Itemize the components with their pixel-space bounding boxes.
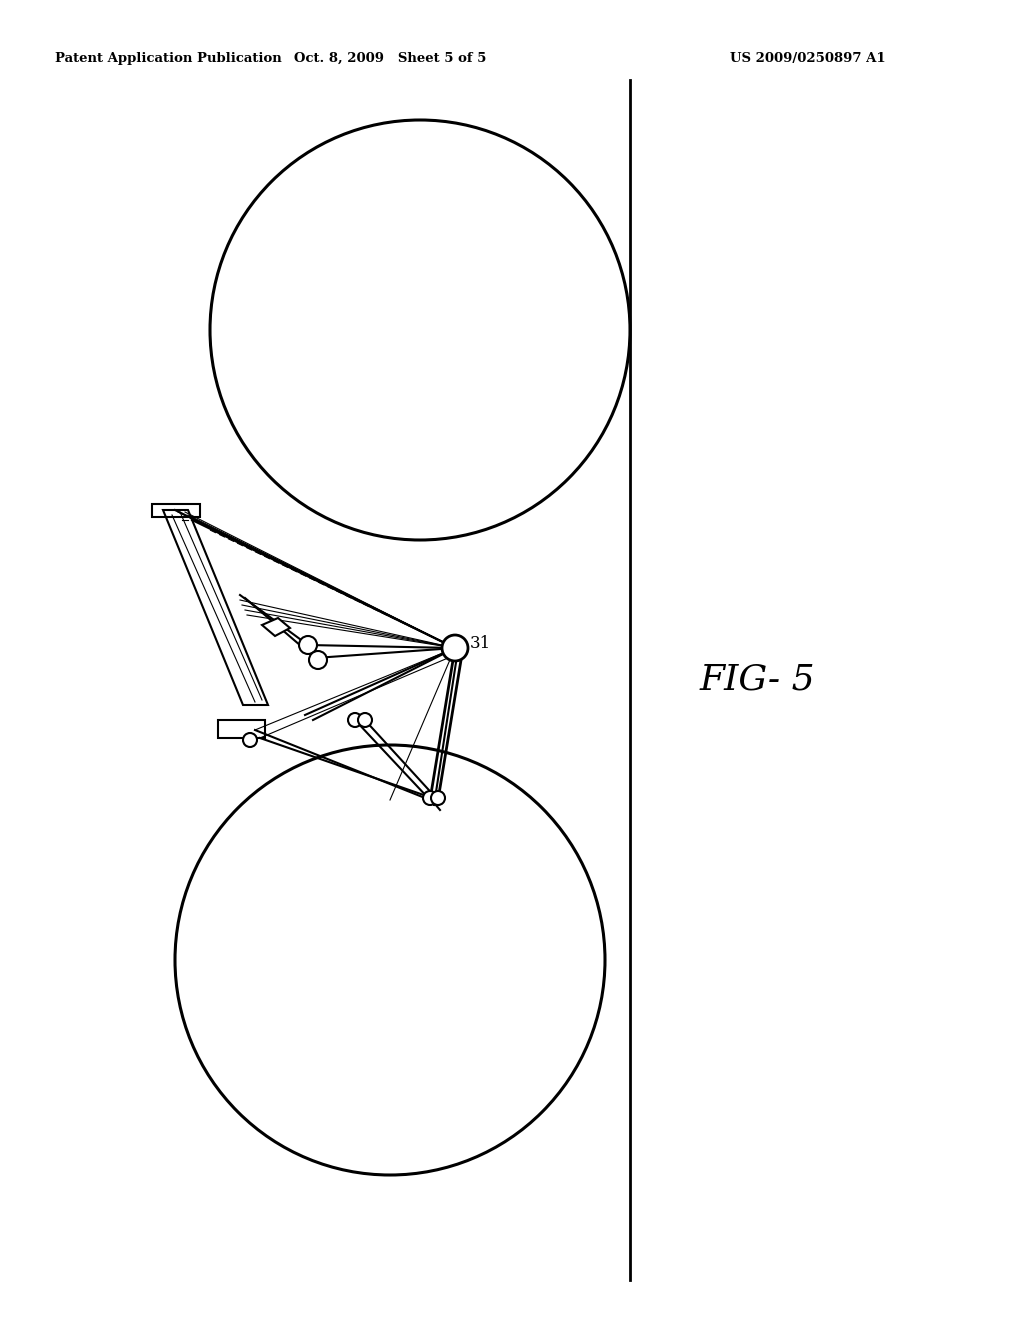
Text: 31: 31	[470, 635, 492, 652]
Circle shape	[299, 636, 317, 653]
Circle shape	[431, 791, 445, 805]
Circle shape	[243, 733, 257, 747]
Text: Oct. 8, 2009   Sheet 5 of 5: Oct. 8, 2009 Sheet 5 of 5	[294, 51, 486, 65]
Circle shape	[358, 713, 372, 727]
Circle shape	[442, 635, 468, 661]
Text: Patent Application Publication: Patent Application Publication	[55, 51, 282, 65]
Text: FIG- 5: FIG- 5	[700, 663, 816, 697]
Circle shape	[348, 713, 362, 727]
Circle shape	[309, 651, 327, 669]
Polygon shape	[262, 618, 290, 636]
Text: US 2009/0250897 A1: US 2009/0250897 A1	[730, 51, 886, 65]
Circle shape	[423, 791, 437, 805]
